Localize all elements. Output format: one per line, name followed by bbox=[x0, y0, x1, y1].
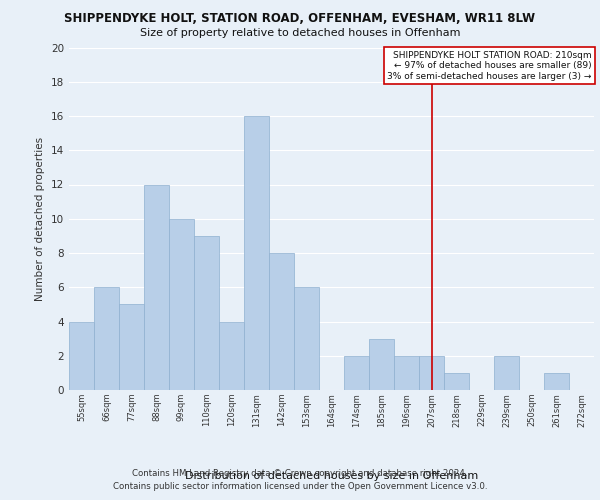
Text: Size of property relative to detached houses in Offenham: Size of property relative to detached ho… bbox=[140, 28, 460, 38]
Bar bbox=[169, 219, 194, 390]
Y-axis label: Number of detached properties: Number of detached properties bbox=[35, 136, 46, 301]
Text: Contains HM Land Registry data © Crown copyright and database right 2024.: Contains HM Land Registry data © Crown c… bbox=[132, 468, 468, 477]
Bar bbox=[544, 373, 569, 390]
X-axis label: Distribution of detached houses by size in Offenham: Distribution of detached houses by size … bbox=[185, 471, 478, 481]
Bar bbox=[369, 338, 394, 390]
Bar bbox=[219, 322, 244, 390]
Bar bbox=[394, 356, 419, 390]
Bar bbox=[244, 116, 269, 390]
Bar bbox=[269, 253, 294, 390]
Bar bbox=[69, 322, 94, 390]
Bar bbox=[144, 184, 169, 390]
Bar bbox=[119, 304, 144, 390]
Bar bbox=[294, 287, 319, 390]
Bar bbox=[94, 287, 119, 390]
Bar bbox=[194, 236, 219, 390]
Text: SHIPPENDYKE HOLT, STATION ROAD, OFFENHAM, EVESHAM, WR11 8LW: SHIPPENDYKE HOLT, STATION ROAD, OFFENHAM… bbox=[64, 12, 536, 26]
Bar bbox=[444, 373, 469, 390]
Text: Contains public sector information licensed under the Open Government Licence v3: Contains public sector information licen… bbox=[113, 482, 487, 491]
Bar bbox=[344, 356, 369, 390]
Bar bbox=[419, 356, 444, 390]
Bar bbox=[494, 356, 519, 390]
Text: SHIPPENDYKE HOLT STATION ROAD: 210sqm
← 97% of detached houses are smaller (89)
: SHIPPENDYKE HOLT STATION ROAD: 210sqm ← … bbox=[387, 51, 592, 80]
